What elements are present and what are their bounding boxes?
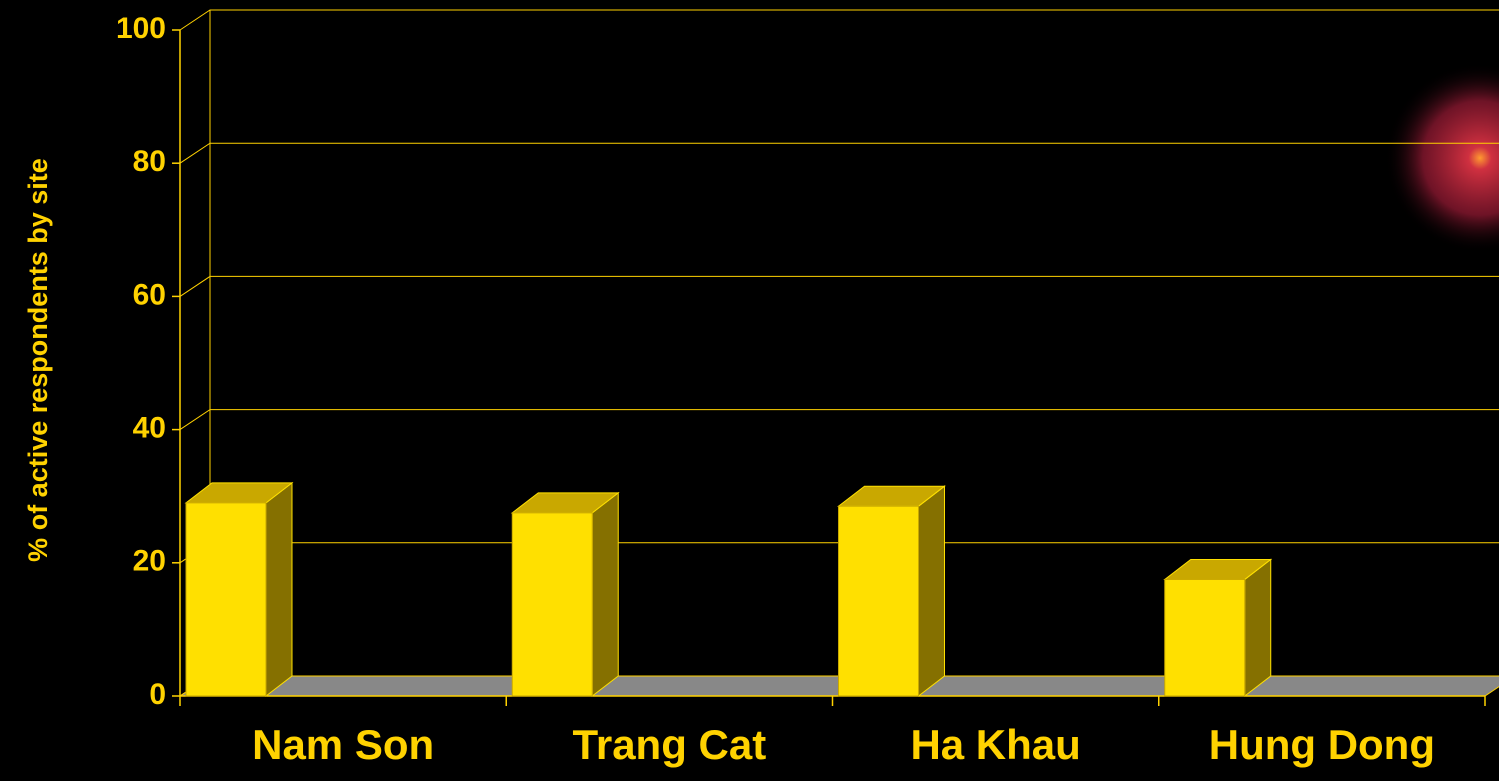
bar-side <box>265 481 293 698</box>
y-axis-label: % of active respondents by site <box>23 158 53 562</box>
x-tick-label: Ha Khau <box>910 721 1080 768</box>
x-tick-label: Trang Cat <box>573 721 767 768</box>
x-tick-label: Hung Dong <box>1209 721 1435 768</box>
bar <box>511 512 593 697</box>
y-tick-label: 100 <box>116 12 166 45</box>
decoration <box>1385 63 1499 253</box>
grid-line <box>179 142 1499 164</box>
y-tick-label: 80 <box>133 145 166 178</box>
bar <box>185 502 267 697</box>
grid-line <box>179 275 1499 297</box>
y-tick-label: 0 <box>149 678 166 711</box>
grid-line <box>179 9 1499 31</box>
y-tick-label: 40 <box>133 412 166 445</box>
bar-side <box>1244 558 1272 698</box>
bar-side <box>918 485 945 698</box>
bar <box>1164 578 1246 697</box>
y-tick-label: 60 <box>133 278 166 311</box>
bar <box>838 505 919 697</box>
x-tick-label: Nam Son <box>252 721 434 768</box>
y-tick-label: 20 <box>133 545 166 578</box>
grid-line <box>179 409 1499 431</box>
bar-side <box>591 491 619 698</box>
